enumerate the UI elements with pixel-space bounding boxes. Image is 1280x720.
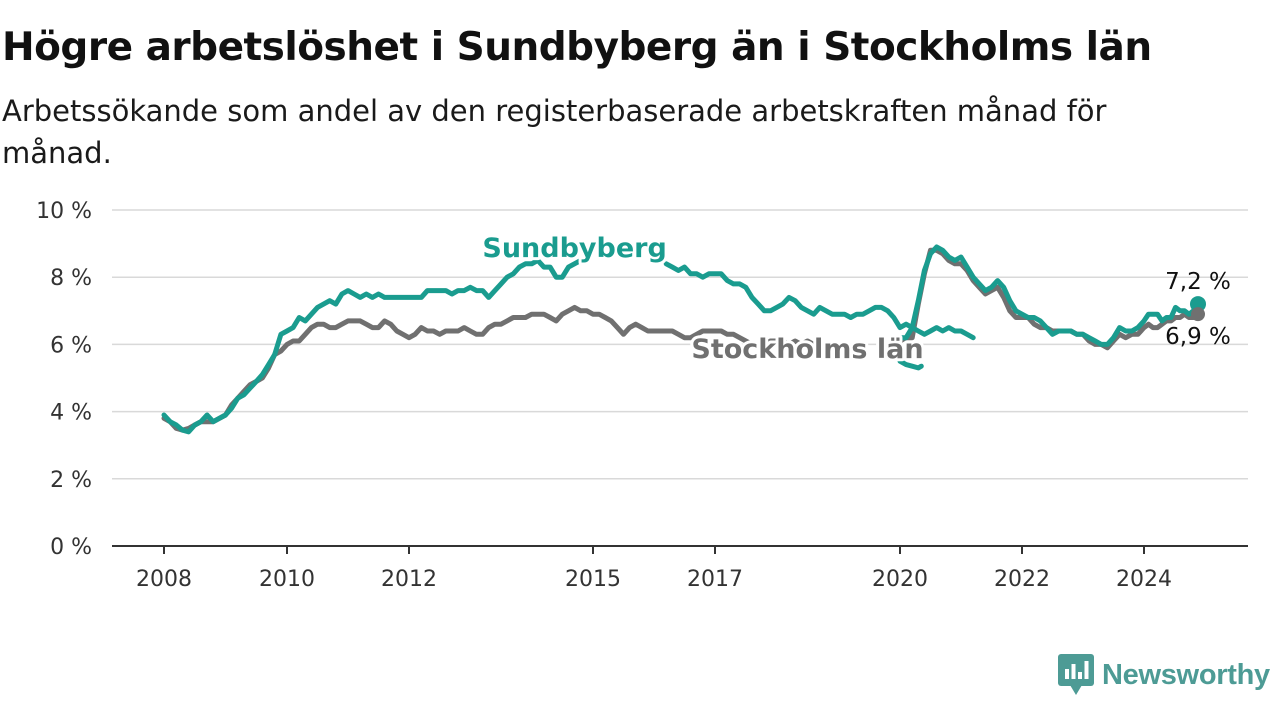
y-tick-label: 8 % — [50, 266, 92, 291]
chart-title: Högre arbetslöshet i Sundbyberg än i Sto… — [2, 25, 1152, 70]
series-label-stockholms-lan: Stockholms län — [691, 334, 923, 365]
y-tick-label: 0 % — [50, 535, 92, 560]
end-label-sundbyberg: 7,2 % — [1165, 269, 1231, 295]
x-tick-label: 2022 — [994, 567, 1050, 592]
series-line-sundbyberg — [897, 358, 924, 371]
x-tick-label: 2008 — [136, 567, 192, 592]
series-line-sundbyberg — [161, 257, 584, 435]
y-tick-label: 2 % — [50, 468, 92, 493]
end-label-stockholms-lan: 6,9 % — [1165, 324, 1231, 350]
y-tick-label: 4 % — [50, 401, 92, 426]
end-point-sundbyberg — [1190, 296, 1206, 313]
x-tick-label: 2015 — [565, 567, 621, 592]
y-tick-label: 6 % — [50, 333, 92, 358]
x-tick-label: 2010 — [259, 567, 315, 592]
series-label-sundbyberg: Sundbyberg — [482, 233, 666, 264]
y-tick-label: 10 % — [36, 199, 92, 224]
series-line-sundbyberg — [663, 261, 976, 341]
end-point-stockholms-lan — [1191, 307, 1205, 322]
series-line-sundbyberg — [897, 244, 1201, 347]
x-tick-label: 2012 — [381, 567, 437, 592]
logo-text: Newsworthy — [1102, 658, 1270, 691]
x-tick-label: 2024 — [1116, 567, 1172, 592]
newsworthy-logo-icon — [1058, 654, 1094, 695]
newsworthy-logo[interactable]: Newsworthy — [1058, 654, 1270, 696]
x-tick-label: 2020 — [872, 567, 928, 592]
chart-subtitle: Arbetssökande som andel av den registerb… — [2, 94, 1107, 170]
x-tick-label: 2017 — [687, 567, 743, 592]
